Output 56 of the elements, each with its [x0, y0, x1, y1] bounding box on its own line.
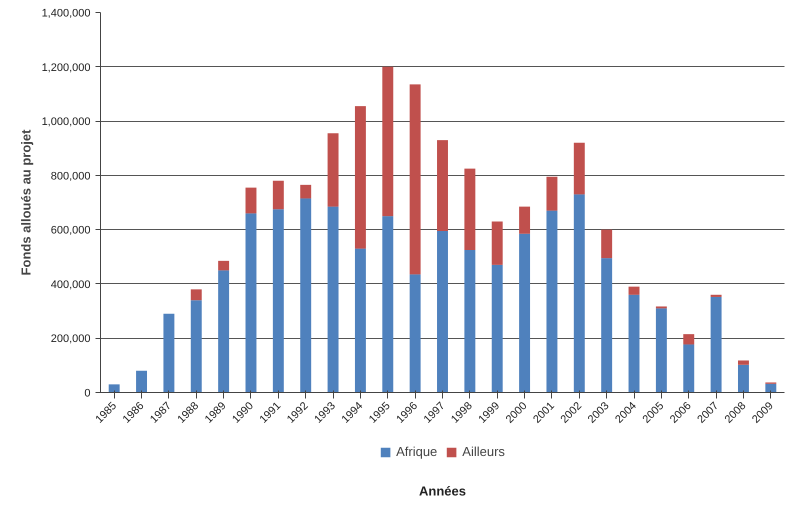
bar [246, 213, 256, 392]
bar [738, 360, 749, 365]
bar [218, 260, 230, 270]
y-tick-label: 600,000 [50, 224, 91, 237]
bar [519, 206, 530, 234]
bar [108, 384, 120, 392]
bar [601, 230, 612, 258]
bar [382, 66, 394, 216]
y-axis-title: Fonds alloués au projet [18, 128, 34, 276]
y-tick-label: 0 [84, 388, 91, 400]
bar [574, 194, 585, 392]
bar [218, 270, 230, 392]
y-tick-label: 800,000 [50, 170, 91, 182]
x-axis-title: Années [419, 484, 466, 498]
bar [656, 308, 667, 392]
y-tick-label: 200,000 [50, 333, 91, 346]
bar [765, 384, 776, 392]
bar [464, 168, 476, 250]
legend-label: Ailleurs [462, 444, 505, 459]
bar [683, 334, 694, 344]
bar [492, 222, 503, 265]
y-tick-label: 400,000 [50, 278, 91, 291]
bar [246, 188, 256, 214]
bar [738, 364, 749, 392]
bar [328, 206, 339, 392]
bar [300, 184, 312, 198]
bar [492, 264, 503, 392]
bar [519, 234, 530, 392]
bar [601, 258, 612, 392]
bar [710, 296, 722, 392]
bar [382, 216, 394, 392]
bar [628, 286, 640, 295]
bar [574, 142, 585, 194]
bar [163, 314, 174, 392]
y-tick-label: 1,000,000 [42, 116, 90, 128]
bar [190, 300, 202, 392]
bar [437, 231, 448, 392]
bar [354, 106, 366, 249]
bar [464, 250, 476, 392]
bar [136, 370, 148, 392]
y-tick-label: 1,200,000 [42, 62, 90, 74]
legend-label: Afrique [396, 444, 438, 459]
bar [328, 133, 339, 207]
bar [190, 289, 202, 300]
bar [546, 210, 558, 392]
y-tick-label: 1,400,000 [42, 8, 90, 20]
bar [628, 294, 640, 392]
bar [354, 248, 366, 392]
bar [410, 274, 421, 392]
bar [410, 84, 421, 274]
bar [546, 176, 558, 211]
bar [272, 180, 284, 210]
bar [437, 140, 448, 231]
bar [300, 198, 312, 392]
bar [683, 344, 694, 392]
bar [272, 209, 284, 392]
